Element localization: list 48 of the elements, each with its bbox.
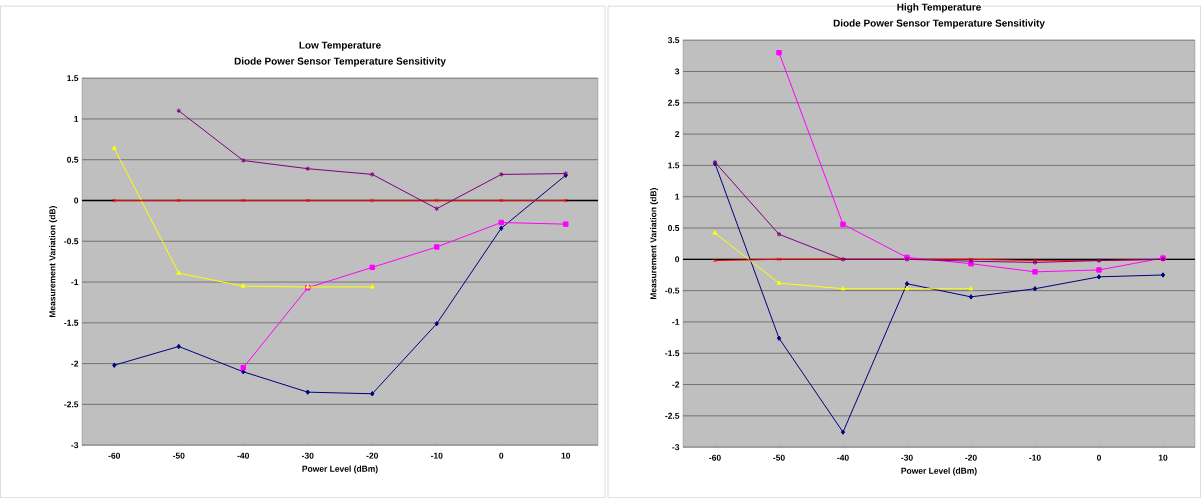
x-tick-label: -30: [301, 452, 314, 459]
x-tick-label: -30: [901, 454, 913, 461]
x-tick-label: -40: [837, 454, 849, 461]
y-axis-title: Measurement Variation (dB): [650, 188, 659, 300]
x-tick-label: -50: [172, 452, 185, 459]
x-tick-label: -20: [965, 454, 977, 461]
y-tick-label: 0.5: [67, 156, 79, 163]
x-tick-label: 10: [1158, 454, 1168, 461]
y-tick-label: -3: [672, 444, 680, 451]
y-tick-label: -3: [71, 442, 79, 449]
y-tick-label: 1.5: [668, 162, 680, 169]
y-tick-label: 1: [74, 115, 79, 122]
x-tick-label: 10: [561, 452, 571, 459]
chart-title: Low Temperature: [299, 41, 381, 51]
y-tick-label: 3: [674, 68, 680, 75]
y-tick-label: -0.5: [64, 238, 79, 245]
x-tick-label: 0: [1096, 454, 1101, 461]
x-tick-label: -60: [709, 454, 721, 461]
y-tick-label: 1.5: [67, 75, 79, 82]
x-tick-label: -50: [773, 454, 785, 461]
y-tick-label: -2: [672, 381, 680, 388]
y-tick-label: -1: [71, 279, 79, 285]
y-axis-title: Measurement Variation (dB): [49, 206, 58, 318]
y-tick-label: -2.5: [665, 412, 680, 419]
x-tick-label: -40: [237, 452, 250, 459]
x-tick-label: -10: [430, 452, 443, 459]
y-tick-label: 2: [675, 131, 680, 137]
y-tick-label: -0.5: [665, 287, 680, 294]
y-tick-label: 1: [675, 193, 680, 200]
y-tick-label: 3.5: [667, 37, 680, 44]
y-tick-label: 2.5: [668, 99, 680, 106]
y-tick-label: 0: [675, 256, 680, 263]
y-tick-label: -1.5: [665, 350, 680, 357]
y-tick-label: 0.5: [668, 224, 680, 231]
x-axis-title: Power Level (dBm): [901, 467, 977, 476]
chart-subtitle: Diode Power Sensor Temperature Sensitivity: [234, 57, 446, 67]
chart-subtitle: Diode Power Sensor Temperature Sensitivity: [833, 19, 1045, 29]
y-tick-label: 0: [74, 197, 79, 204]
x-tick-label: 0: [499, 452, 504, 459]
y-tick-label: -2: [71, 360, 79, 367]
y-tick-label: -1: [672, 318, 680, 325]
x-tick-label: -60: [108, 452, 121, 459]
x-tick-label: -20: [366, 452, 379, 459]
x-axis-title: Power Level (dBm): [302, 465, 378, 474]
x-tick-label: -10: [1029, 454, 1041, 461]
y-tick-label: -1.5: [64, 319, 79, 326]
y-tick-label: -2.5: [64, 401, 79, 408]
chart-title: High Temperature: [897, 3, 981, 13]
